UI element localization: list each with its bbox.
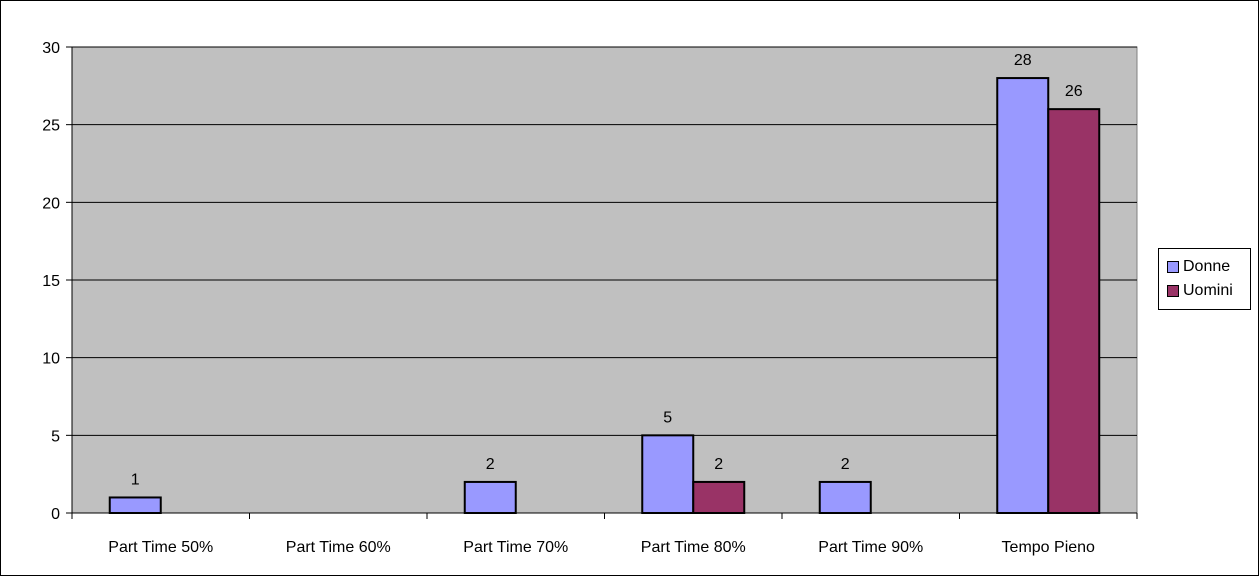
y-tick-label: 25 — [42, 118, 60, 135]
x-tick-label: Part Time 90% — [818, 539, 923, 556]
legend-swatch-uomini — [1167, 285, 1179, 297]
y-tick-label: 5 — [51, 428, 60, 445]
bar-donne — [996, 77, 1050, 514]
legend: Donne Uomini — [1158, 248, 1251, 310]
y-tick-label: 20 — [42, 195, 60, 212]
bar-donne — [463, 480, 517, 514]
y-tick-label: 10 — [42, 351, 60, 368]
bar-uomini — [692, 480, 746, 514]
data-label: 2 — [486, 456, 495, 473]
x-tick-label: Part Time 60% — [286, 539, 391, 556]
legend-item-donne: Donne — [1167, 257, 1230, 277]
legend-label-donne: Donne — [1183, 258, 1231, 275]
bar-donne — [818, 480, 872, 514]
y-tick-label: 15 — [42, 273, 60, 290]
x-tick-label: Tempo Pieno — [1002, 539, 1095, 556]
legend-item-uomini: Uomini — [1167, 281, 1233, 301]
x-tick-label: Part Time 70% — [463, 539, 568, 556]
bar-uomini — [1047, 108, 1101, 514]
data-label: 2 — [714, 456, 723, 473]
legend-swatch-donne — [1167, 261, 1179, 273]
legend-label-uomini: Uomini — [1183, 282, 1233, 299]
data-label: 5 — [663, 409, 672, 426]
data-label: 26 — [1065, 83, 1083, 100]
data-label: 2 — [841, 456, 850, 473]
data-label: 28 — [1014, 52, 1032, 69]
bar-donne — [641, 434, 695, 515]
bar-donne — [108, 496, 162, 515]
data-label: 1 — [131, 471, 140, 488]
y-tick-label: 0 — [51, 506, 60, 523]
x-tick-label: Part Time 50% — [108, 539, 213, 556]
x-tick-label: Part Time 80% — [641, 539, 746, 556]
y-tick-label: 30 — [42, 40, 60, 57]
